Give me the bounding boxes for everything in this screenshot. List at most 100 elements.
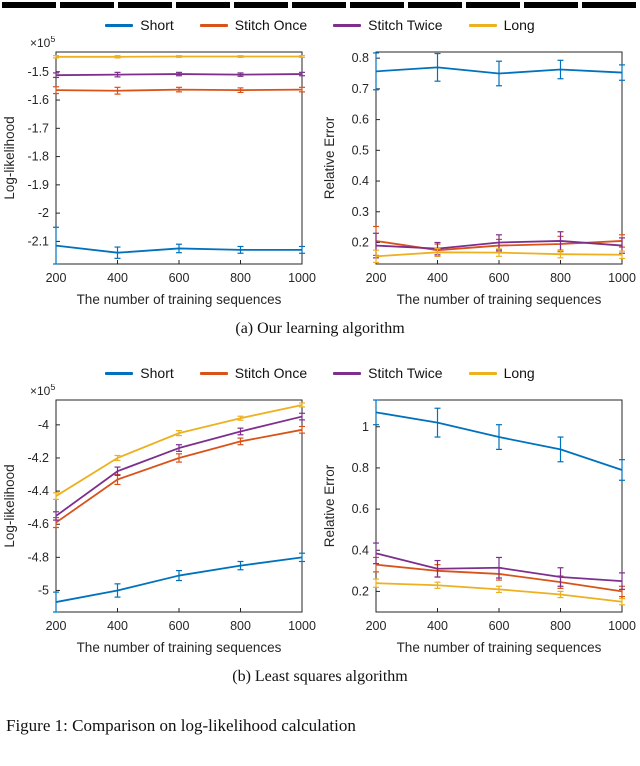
legend-line-sample — [199, 371, 228, 375]
legend-line-sample — [199, 23, 228, 27]
x-tick-label: 200 — [366, 619, 387, 633]
figure-b: Short Stitch Once Stitch Twice Long ×105 200… — [0, 364, 640, 686]
figure-caption: Figure 1: Comparison on log-likelihood c… — [0, 716, 640, 742]
y-tick-label: 0.6 — [352, 113, 369, 127]
x-tick-label: 800 — [230, 619, 251, 633]
legend-a: Short Stitch Once Stitch Twice Long — [0, 16, 640, 34]
y-tick-label: 0.5 — [352, 143, 369, 157]
legend-line-sample — [333, 23, 362, 27]
chart-b-left: ×105 200 400 600 800 1000 -4 -4.2 -4.4 -4.6 -4.8 -5… — [2, 384, 316, 655]
x-tick-label: 600 — [169, 619, 190, 633]
cropped-text-top — [2, 2, 638, 8]
x-tick-label: 200 — [366, 271, 387, 285]
series-stitch-twice — [375, 240, 623, 250]
y-tick-label: -5 — [38, 583, 49, 597]
legend-line-sample — [333, 371, 362, 375]
legend-item-label: Short — [140, 365, 174, 381]
y-tick-label: 1 — [362, 420, 369, 434]
y-tick-label: -2 — [38, 206, 49, 220]
y-tick-label: 0.4 — [352, 174, 369, 188]
series-stitch-once — [55, 88, 303, 92]
series-stitch-once — [55, 428, 303, 524]
x-tick-label: 400 — [427, 271, 448, 285]
figure-caption-text: Figure 1: Comparison on log-likelihood c… — [6, 716, 356, 735]
axis-box — [55, 51, 303, 265]
x-tick-label: 1000 — [608, 619, 636, 633]
y-tick-label: 0.8 — [352, 461, 369, 475]
legend-item-label: Stitch Twice — [368, 17, 443, 33]
charts-row-b: ×105 200 400 600 800 1000 -4 -4.2 -4.4 -4.6 -4.8 -5… — [0, 384, 640, 664]
y-tick-label: 0.8 — [352, 51, 369, 65]
y-tick-label: 0.7 — [352, 82, 369, 96]
figure-a: Short Stitch Once Stitch Twice Long ×105 200… — [0, 16, 640, 338]
y-tick-label: 0.4 — [352, 543, 369, 557]
series-long — [55, 404, 303, 497]
legend-item: Short — [105, 365, 174, 381]
legend-item: Stitch Once — [199, 365, 307, 381]
caption-a: (a) Our learning algorithm — [235, 320, 405, 337]
x-axis-label: The number of training sequences — [397, 292, 602, 307]
x-tick-label: 200 — [46, 271, 67, 285]
y-axis-label: Log-likelihood — [2, 464, 17, 547]
y-axis-exponent-label: ×105 — [30, 36, 55, 50]
series-short — [375, 411, 623, 471]
series-stitch-twice — [375, 552, 623, 583]
legend-item: Stitch Twice — [333, 17, 443, 33]
series-stitch-twice — [55, 73, 303, 77]
y-tick-label: -1.7 — [27, 121, 49, 135]
x-tick-label: 600 — [169, 271, 190, 285]
series-stitch-twice — [55, 415, 303, 517]
y-tick-label: 0.3 — [352, 205, 369, 219]
x-tick-label: 600 — [489, 619, 510, 633]
legend-item: Stitch Twice — [333, 365, 443, 381]
y-axis-label: Relative Error — [322, 464, 337, 547]
legend-b: Short Stitch Once Stitch Twice Long — [0, 364, 640, 382]
legend-line-sample — [105, 23, 134, 27]
legend-item-label: Short — [140, 17, 174, 33]
y-tick-label: 0.6 — [352, 502, 369, 516]
y-tick-label: -4.8 — [27, 550, 49, 564]
x-tick-label: 400 — [427, 619, 448, 633]
y-tick-label: -1.5 — [27, 65, 49, 79]
chart-a-left: ×105 200 400 600 800 1000 -1.5 -1.6 -1.7 -1.8 -1.9… — [2, 36, 316, 307]
y-axis-label: Log-likelihood — [2, 116, 17, 199]
legend-item: Long — [468, 365, 535, 381]
y-tick-label: -4.2 — [27, 451, 49, 465]
series-long — [375, 582, 623, 603]
series-long — [375, 251, 623, 258]
x-tick-label: 1000 — [288, 619, 316, 633]
y-tick-label: -1.8 — [27, 150, 49, 164]
y-tick-label: 0.2 — [352, 235, 369, 249]
y-tick-label: -1.6 — [27, 93, 49, 107]
x-tick-label: 1000 — [608, 271, 636, 285]
y-tick-label: -4.6 — [27, 517, 49, 531]
x-tick-label: 400 — [107, 271, 128, 285]
charts-row-a: ×105 200 400 600 800 1000 -1.5 -1.6 -1.7 -1.8 -1.9… — [0, 36, 640, 316]
x-tick-label: 200 — [46, 619, 67, 633]
legend-line-sample — [105, 371, 134, 375]
x-tick-label: 800 — [230, 271, 251, 285]
y-axis-exponent-label: ×105 — [30, 384, 55, 398]
chart-b-right: 200 400 600 800 1000 0.2 0.4 0.6 0.8 1 The number … — [322, 399, 636, 655]
y-tick-label: -4.4 — [27, 484, 49, 498]
x-tick-label: 800 — [550, 271, 571, 285]
series-short — [375, 66, 623, 75]
series-short — [55, 244, 302, 254]
x-axis-label: The number of training sequences — [77, 640, 282, 655]
series-short — [55, 556, 303, 603]
x-axis-label: The number of training sequences — [397, 640, 602, 655]
y-tick-label: -2.1 — [27, 234, 49, 248]
caption-b: (b) Least squares algorithm — [232, 668, 408, 685]
x-tick-label: 1000 — [288, 271, 316, 285]
y-tick-label: 0.2 — [352, 584, 369, 598]
legend-item: Short — [105, 17, 174, 33]
y-tick-label: -4 — [38, 418, 49, 432]
y-axis-label: Relative Error — [322, 116, 337, 199]
x-tick-label: 400 — [107, 619, 128, 633]
x-tick-label: 800 — [550, 619, 571, 633]
legend-item: Long — [468, 17, 535, 33]
x-axis-label: The number of training sequences — [77, 292, 282, 307]
chart-a-right: 200 400 600 800 1000 0.2 0.3 0.4 0.5 0.6 0.7 0.8 The… — [322, 51, 636, 307]
legend-item-label: Long — [503, 365, 535, 381]
